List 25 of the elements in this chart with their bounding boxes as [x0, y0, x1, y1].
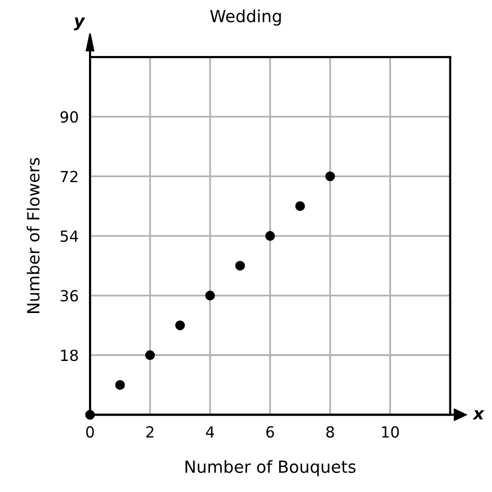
point	[265, 231, 275, 241]
point	[235, 260, 245, 271]
y-tick-label: 54	[60, 230, 78, 242]
x-tick-label: 10	[382, 426, 399, 438]
x-tick-label: 8	[326, 426, 334, 438]
point	[85, 410, 95, 420]
point	[295, 201, 305, 211]
point	[115, 380, 125, 390]
text: y	[74, 18, 86, 30]
y-tick-label: 72	[60, 170, 78, 182]
point	[145, 350, 155, 360]
x-tick-label: 2	[146, 426, 154, 438]
y-tick-label: 36	[60, 290, 78, 302]
text: x	[472, 410, 484, 420]
point	[205, 290, 215, 300]
x-tick-label: 4	[206, 426, 214, 438]
point	[325, 171, 335, 182]
chart-title: Wedding	[210, 9, 281, 26]
y-tick-label: 18	[61, 350, 78, 362]
x-tick-label: 6	[266, 426, 274, 438]
y-axis-title: Number of Flowers	[26, 158, 40, 313]
y-tick-label: 90	[60, 111, 78, 123]
x-tick-label: 0	[86, 426, 94, 438]
x-axis-title: Number of Bouquets	[186, 460, 356, 476]
point	[175, 320, 185, 330]
